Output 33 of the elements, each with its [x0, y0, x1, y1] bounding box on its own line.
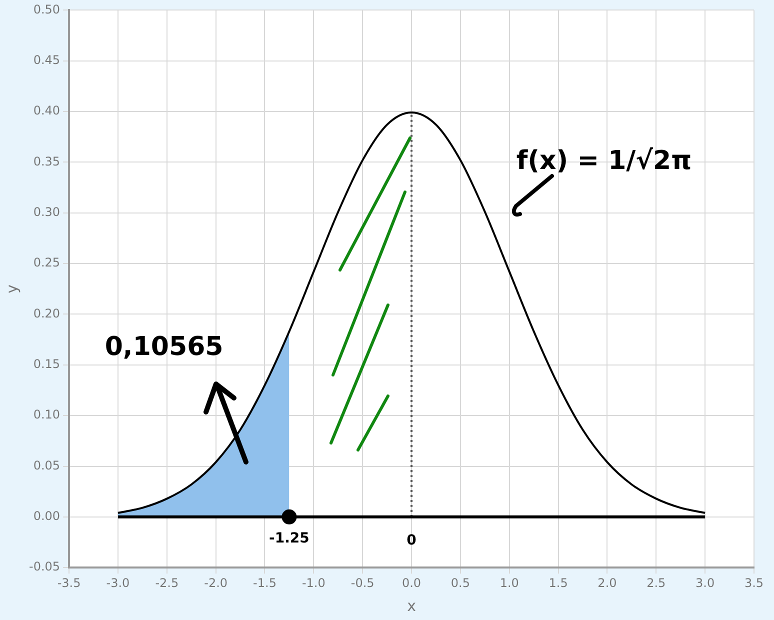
x-tick-label: 2.5: [646, 576, 666, 590]
y-tick-label: 0.25: [33, 256, 60, 270]
x-tick-label: 3.0: [696, 576, 715, 590]
y-tick-label: 0.20: [33, 306, 60, 320]
x-tick-label: -1.5: [253, 576, 276, 590]
x-tick-label: -1.0: [302, 576, 326, 590]
x-tick-label: -2.5: [155, 576, 179, 590]
y-tick-label: 0.35: [33, 154, 60, 168]
x-tick-label: -3.0: [106, 576, 130, 590]
x-tick-label: -2.0: [204, 576, 228, 590]
x-tick-label: -3.5: [57, 576, 81, 590]
y-tick-label: 0.15: [33, 357, 60, 372]
y-tick-label: 0.05: [33, 458, 60, 472]
x-tick-label: 1.5: [548, 576, 568, 590]
x-tick-label: 0.0: [402, 576, 422, 590]
annotation: 0: [406, 532, 417, 549]
y-tick-label: 0.00: [33, 509, 60, 524]
y-axis-title: y: [2, 284, 21, 294]
x-tick-label: 0.5: [450, 576, 470, 590]
y-tick-label: 0.40: [33, 104, 60, 118]
y-tick-label: 0.10: [33, 408, 60, 422]
annotation: 0,10565: [104, 332, 224, 362]
y-tick-label: 0.45: [33, 53, 60, 67]
x-tick-label: 2.0: [598, 576, 617, 590]
x-tick-label: 1.0: [500, 576, 519, 590]
x-axis-title: x: [407, 596, 416, 615]
x-tick-label: 3.5: [744, 576, 764, 590]
annotation: f(x) = 1/√2π: [516, 146, 692, 176]
y-tick-label: 0.50: [33, 2, 60, 16]
y-tick-label: -0.05: [28, 560, 60, 574]
y-tick-label: 0.30: [33, 205, 60, 220]
x-tick-label: -0.5: [350, 576, 374, 590]
annotation: -1.25: [269, 530, 310, 547]
